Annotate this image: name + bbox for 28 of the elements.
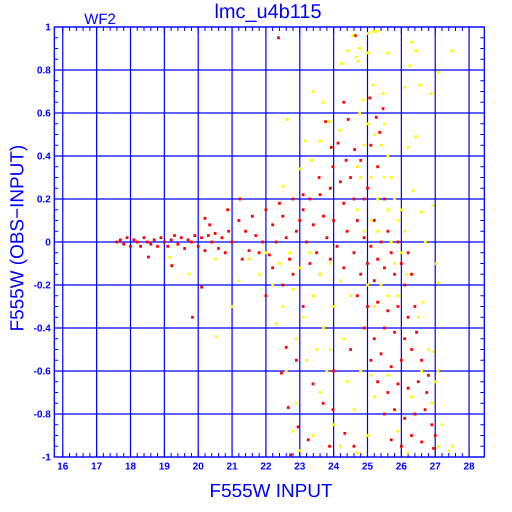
x-tick-label: 23 <box>294 462 305 470</box>
y-tick-label: 1 <box>46 24 51 30</box>
x-tick-label: 16 <box>58 462 68 470</box>
x-tick-label: 20 <box>193 462 204 470</box>
y-tick-label: -0.8 <box>34 410 50 418</box>
y-tick-label: 0.4 <box>37 152 51 160</box>
text: WF2 <box>84 14 116 24</box>
y-axis-title: F555W (OBS−INPUT) <box>10 146 28 330</box>
chart-title: lmc_u4b115 <box>216 4 321 22</box>
x-axis-title: F555W INPUT <box>211 484 332 498</box>
y-tick-label: -1 <box>42 454 51 460</box>
x-tick-label: 25 <box>362 462 373 470</box>
x-tick-label: 18 <box>126 462 136 470</box>
x-tick-label: 27 <box>430 462 440 470</box>
x-tick-label: 26 <box>396 462 407 470</box>
x-tick-label: 22 <box>260 462 272 470</box>
x-tick-label: 21 <box>226 462 238 470</box>
x-tick-label: 17 <box>92 462 102 470</box>
y-tick-label: 0.2 <box>37 195 50 203</box>
x-tick-label: 19 <box>159 462 170 470</box>
y-tick-label: 0.6 <box>37 109 50 117</box>
x-tick-label: 24 <box>328 462 340 470</box>
y-tick-label: 0.8 <box>37 66 50 74</box>
y-tick-label: -0.2 <box>34 281 50 289</box>
y-tick-label: -0.4 <box>34 324 51 332</box>
x-tick-label: 28 <box>464 462 474 470</box>
y-tick-label: -0.6 <box>34 367 50 375</box>
y-tick-label: 0 <box>46 238 50 246</box>
